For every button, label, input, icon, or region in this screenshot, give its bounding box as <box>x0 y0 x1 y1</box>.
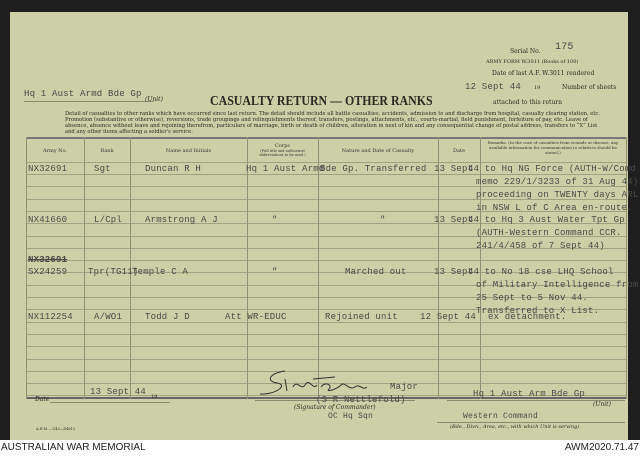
row-line <box>26 260 626 262</box>
footer-unit-value: Hq 1 Aust Arm Bde Gp <box>473 389 586 399</box>
name: Temple C A <box>132 267 189 277</box>
date: 13 Sept <box>434 215 474 225</box>
name: Todd J D <box>145 312 190 322</box>
row-line <box>26 370 626 372</box>
casualty-return-form: Serial No. 175 ARMY FORM W.3011 (Books o… <box>10 12 638 440</box>
nature: Marched out <box>345 267 407 277</box>
col-date: Date <box>453 148 465 154</box>
sheets-label: Number of sheets <box>562 84 617 91</box>
row-line <box>26 395 626 397</box>
remark-line: 241/4/458 of 7 Sept 44) <box>476 241 605 251</box>
corps: Hq 1 Aust Armd <box>246 164 325 174</box>
rank: Sgt <box>94 164 111 174</box>
remark-line: 44 to Hq 3 Aust Water Tpt Gp <box>468 215 625 225</box>
row-line <box>26 198 626 200</box>
remark-line: of Military Intelligence from <box>476 280 639 290</box>
command-label: (Bde., Divn., Area, etc., with which Uni… <box>450 424 580 430</box>
commander-signature <box>259 370 368 395</box>
corps: " <box>272 215 278 225</box>
name: Armstrong A J <box>145 215 218 225</box>
remark-line: memo 229/1/3233 of 31 Aug 44) <box>476 177 639 187</box>
date-value: 13 Sept 44 <box>90 387 147 397</box>
corps: Att WR-EDUC <box>225 312 287 322</box>
date-year-label: 19 <box>151 394 158 400</box>
commander-rank: Major <box>390 382 419 392</box>
form-title: CASUALTY RETURN — OTHER RANKS <box>210 94 433 109</box>
rank: A/WO1 <box>94 312 123 322</box>
army-no: SX24259 <box>28 267 68 277</box>
nature: Bde Gp. Transferred <box>320 164 427 174</box>
row-line <box>26 321 626 323</box>
army-no: NX41660 <box>28 215 68 225</box>
watermark-left: AUSTRALIAN WAR MEMORIAL <box>1 442 146 453</box>
row-line <box>26 223 626 225</box>
army-no-struck: NX32691 <box>28 255 68 265</box>
row-line <box>26 174 626 175</box>
col-remarks: Remarks. (In the case of casualties from… <box>487 140 619 155</box>
last-rendered-date: 12 Sept 44 <box>465 82 522 92</box>
commander-name: (S R Nettlefold) <box>316 395 406 405</box>
remark-line: 25 Sept to 5 Nov 44. <box>476 293 589 303</box>
serial-label: Serial No. <box>510 48 541 55</box>
command-value: Western Command <box>463 412 539 421</box>
unit-value: Hq 1 Aust Armd Bde Gp <box>24 89 142 99</box>
nature: " <box>380 215 386 225</box>
remark-line: 44 to No 18 cse LHQ School <box>468 267 614 277</box>
date: 13 Sept <box>434 267 474 277</box>
nature: Rejoined unit <box>325 312 398 322</box>
remark-line: proceeding on TWENTY days ARL <box>476 190 639 200</box>
row-line <box>26 272 626 274</box>
date: 13 Sept <box>434 164 474 174</box>
col-name: Name and Initials <box>165 148 212 154</box>
row-line <box>26 186 626 188</box>
row-line <box>26 235 626 237</box>
col-rank: Rank <box>100 148 114 154</box>
date: 12 Sept 44 <box>420 312 477 322</box>
col-corps-note: (Full title and authorised abbreviations… <box>259 149 306 157</box>
year-label: 19 <box>534 85 541 91</box>
name: Duncan R H <box>145 164 202 174</box>
watermark-bar: AUSTRALIAN WAR MEMORIAL AWM2020.71.47 <box>0 440 640 456</box>
remark-line: in NSW L of C Area en-route. <box>476 203 633 213</box>
unit-label: (Unit) <box>145 96 163 103</box>
corps: " <box>272 267 278 277</box>
remark-line: (AUTH-Western Command CCR. <box>476 228 622 238</box>
remark-line: ex detachment. <box>488 312 567 322</box>
col-army-no: Army No. <box>42 148 68 154</box>
watermark-right: AWM2020.71.47 <box>564 442 639 453</box>
commander-appointment: OC Hq Sqn <box>328 412 374 421</box>
serial-value: 175 <box>555 42 574 53</box>
print-code: A.H.M.—1/43—D4612 <box>36 427 76 431</box>
row-line <box>26 247 626 249</box>
col-corps: Corps <box>275 143 290 149</box>
date-label: Date <box>35 396 50 403</box>
remark-line: 44 to Hq NG Force (AUTH-W/Comd <box>468 164 637 174</box>
instructions: Detail of casualties to other ranks whic… <box>65 111 600 135</box>
rank: L/Cpl <box>94 215 123 225</box>
army-no: NX32691 <box>28 164 68 174</box>
row-line <box>26 210 626 212</box>
row-line <box>26 333 626 335</box>
rank: Tpr(TG11) <box>88 267 139 277</box>
footer-unit-label: (Unit) <box>593 401 611 408</box>
last-rendered-label: Date of last A.F. W.3011 rendered <box>492 70 595 77</box>
row-line <box>26 358 626 360</box>
row-line <box>26 346 626 348</box>
attached-label: attached to this return <box>493 99 563 106</box>
row-line <box>26 309 626 311</box>
row-line <box>26 284 626 286</box>
army-no: NX112254 <box>28 312 73 322</box>
form-name: ARMY FORM W.3011 (Books of 100) <box>486 59 579 65</box>
row-line <box>26 297 626 298</box>
signature-label: (Signature of Commander) <box>294 404 376 411</box>
col-nature: Nature and Date of Casualty <box>341 148 415 154</box>
remark-line: Transferred to X List. <box>476 306 600 316</box>
